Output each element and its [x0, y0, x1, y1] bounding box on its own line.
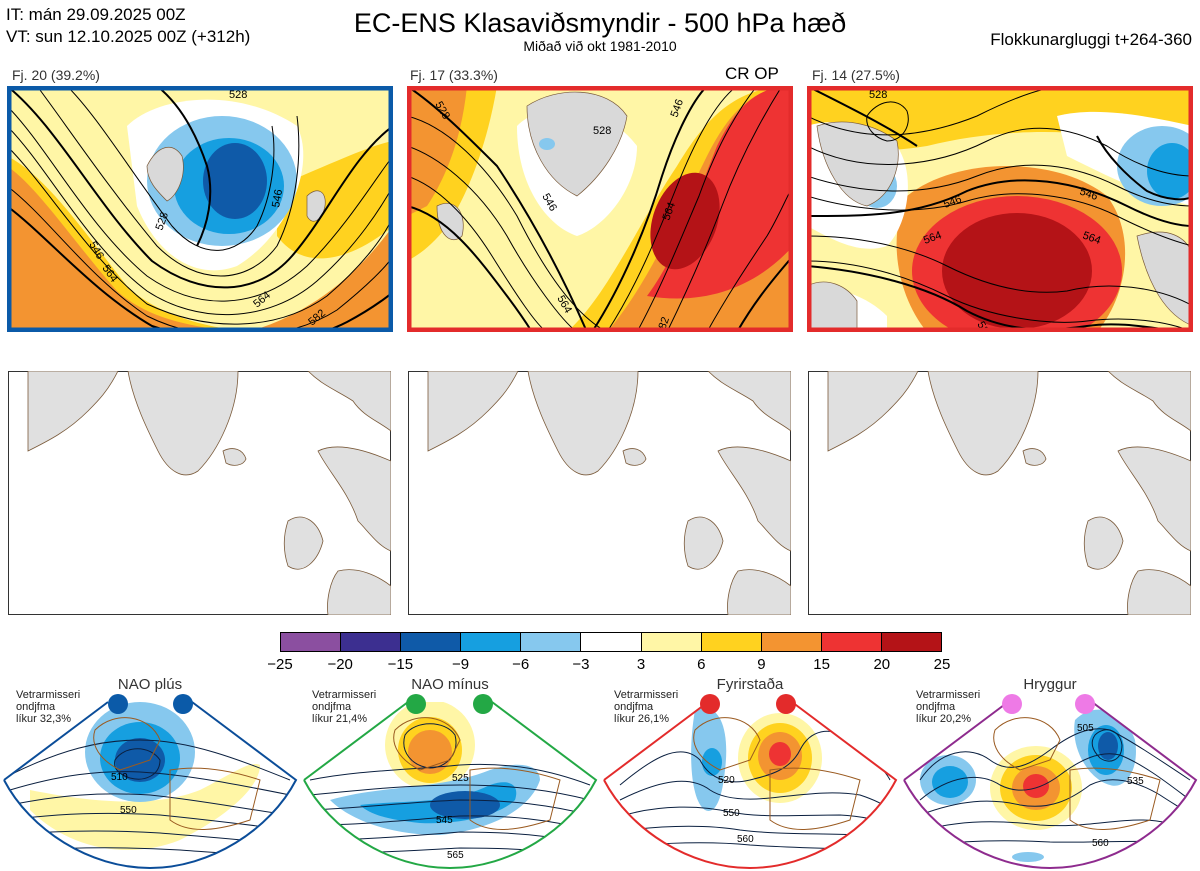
regime-1-map: 510 550 [3, 694, 298, 870]
control-operational-label: CR OP [725, 64, 779, 83]
colorbar-segment [881, 633, 942, 651]
contour-label: 564 [922, 229, 943, 247]
basemap-panel-2 [408, 371, 791, 615]
cluster-1-frame [7, 86, 393, 332]
colorbar-segment [761, 633, 822, 651]
contour-label: 546 [942, 193, 963, 211]
colorbar-tick-label: 6 [697, 656, 706, 673]
regime-2-dot-right [473, 694, 493, 714]
regime-4-dot-left [1002, 694, 1022, 714]
classification-window: Flokkunargluggi t+264-360 [990, 30, 1192, 49]
contour-label: 564 [1081, 230, 1102, 248]
regime-2-probability: Vetrarmisseri ondjfma líkur 21,4% [312, 689, 377, 725]
colorbar-segment [641, 633, 702, 651]
contour-label: 520 [718, 775, 735, 786]
regime-1-title: NAO plús [117, 676, 183, 693]
contour-label: 525 [452, 773, 469, 784]
contour-label: 545 [436, 815, 453, 826]
regime-1-dot-right [173, 694, 193, 714]
colorbar-tick-label: 9 [757, 656, 766, 673]
colorbar-tick-label: 20 [873, 656, 891, 673]
contour-label: 505 [1077, 723, 1094, 734]
valid-time: VT: sun 12.10.2025 00Z (+312h) [6, 27, 251, 46]
cluster-2-frame [407, 86, 793, 332]
basemap-panel-1 [8, 371, 391, 615]
cluster-2-label: Fj. 17 (33.3%) [410, 67, 498, 83]
colorbar-tick-label: 15 [813, 656, 830, 673]
regime-4-title: Hryggur [1023, 676, 1077, 693]
anomaly-colorbar [280, 632, 942, 652]
regime-1-probability: Vetrarmisseri ondjfma líkur 32,3% [16, 689, 81, 725]
colorbar-segment [821, 633, 882, 651]
regime-2-title: NAO mínus [411, 676, 489, 693]
regime-3-probability: Vetrarmisseri ondjfma líkur 26,1% [614, 689, 679, 725]
contour-label: 546 [669, 98, 687, 119]
regime-3-title: Fyrirstaða [716, 676, 784, 693]
colorbar-tick-label: −20 [327, 656, 353, 673]
contour-label: 510 [111, 772, 128, 783]
initial-time: IT: mán 29.09.2025 00Z [6, 5, 186, 24]
colorbar-segment [281, 633, 342, 651]
contour-label: 564 [661, 201, 679, 222]
colorbar-tick-label: −3 [572, 656, 590, 673]
regime-3-map: 520 550 560 [603, 694, 898, 870]
basemap-panel-3 [808, 371, 1191, 615]
contour-label: 546 [1078, 186, 1099, 204]
header-times: IT: mán 29.09.2025 00Z VT: sun 12.10.202… [6, 4, 250, 48]
colorbar-tick-label: −6 [512, 656, 530, 673]
colorbar-segment [701, 633, 762, 651]
contour-label: 546 [270, 188, 285, 208]
colorbar-tick-label: −25 [267, 656, 293, 673]
cluster-3-map: 528 546 564 546 564 58 [807, 86, 1193, 332]
contour-label: 560 [1092, 838, 1109, 849]
colorbar-segment [401, 633, 462, 651]
contour-label: 528 [869, 89, 887, 101]
regime-1-dot-left [108, 694, 128, 714]
contour-label: 528 [593, 125, 611, 137]
colorbar-segment [461, 633, 522, 651]
colorbar-tick-label: −15 [387, 656, 414, 673]
regime-2-dot-left [406, 694, 426, 714]
regime-2-frame [303, 701, 598, 870]
contour-label: 550 [723, 808, 740, 819]
regime-1-frame [3, 701, 298, 870]
page-title: EC-ENS Klasaviðsmyndir - 500 hPa hæð [353, 8, 847, 38]
cluster-3-label: Fj. 14 (27.5%) [812, 67, 900, 83]
regime-4-probability: Vetrarmisseri ondjfma líkur 20,2% [916, 689, 981, 725]
colorbar-tick-label: 25 [933, 656, 951, 673]
contour-label: 565 [447, 850, 464, 861]
regime-4-frame [903, 701, 1198, 870]
regime-3-dot-left [700, 694, 720, 714]
regime-4-dot-right [1075, 694, 1095, 714]
contour-label: 528 [229, 89, 247, 101]
cluster-1-map: 528 546 528 546 564 564 582 [7, 86, 393, 332]
cluster-2-map: 528 528 546 546 564 564 82 [407, 86, 793, 332]
cluster-3-frame [807, 86, 1193, 332]
colorbar-segment [581, 633, 642, 651]
contour-label: 82 [657, 315, 672, 331]
colorbar-tick-label: 3 [636, 656, 646, 673]
contour-label: 550 [120, 805, 137, 816]
cluster-1-label: Fj. 20 (39.2%) [12, 67, 100, 83]
regime-4-map: 505 535 560 [903, 694, 1198, 870]
colorbar-segment [341, 633, 402, 651]
contour-label: 560 [737, 834, 754, 845]
contour-label: 535 [1127, 776, 1144, 787]
page-subtitle: Miðað við okt 1981-2010 [523, 38, 677, 54]
regime-3-frame [603, 701, 898, 870]
contour-label: 528 [154, 211, 172, 232]
regime-2-map: 525 545 565 [303, 694, 598, 870]
colorbar-segment [521, 633, 582, 651]
colorbar-tick-label: −9 [451, 656, 470, 673]
regime-3-dot-right [776, 694, 796, 714]
